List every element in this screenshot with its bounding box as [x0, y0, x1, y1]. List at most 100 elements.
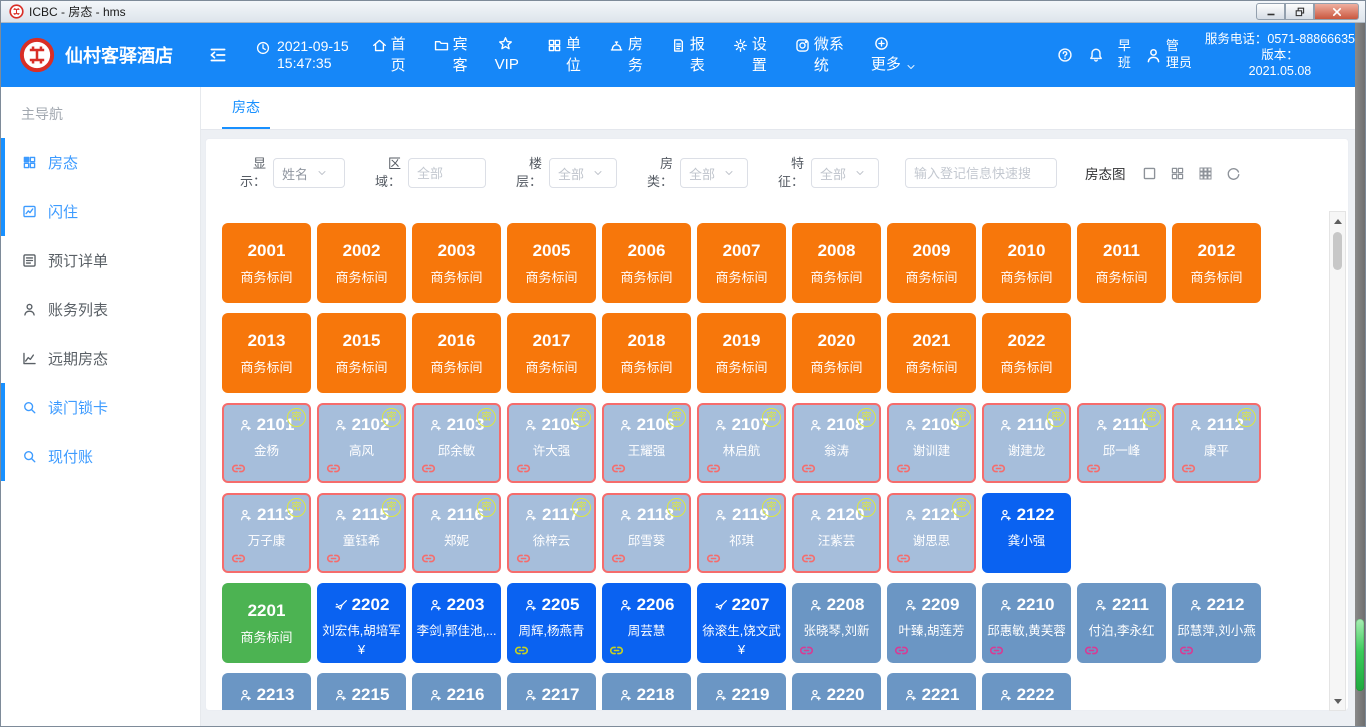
nav-item-housekeeping[interactable]: 房 务 — [608, 34, 643, 76]
room-tile-2020[interactable]: 2020 商务标间 — [792, 313, 881, 393]
room-tile-2209[interactable]: 2209 叶臻,胡莲芳 — [887, 583, 976, 663]
sidebar-item-room-status[interactable]: 房态 — [5, 138, 200, 187]
room-tile-2222[interactable]: 2222 — [982, 673, 1071, 710]
room-tile-2012[interactable]: 2012 商务标间 — [1172, 223, 1261, 303]
scrollbar-thumb[interactable] — [1333, 232, 1342, 270]
nav-item-settings[interactable]: 设 置 — [732, 34, 767, 76]
room-tile-2202[interactable]: 2202 刘宏伟,胡培军 ¥ — [317, 583, 406, 663]
room-tile-2220[interactable]: 2220 — [792, 673, 881, 710]
room-tile-2117[interactable]: 密 2117 徐梓云 — [507, 493, 596, 573]
room-tile-2221[interactable]: 2221 — [887, 673, 976, 710]
room-tile-2002[interactable]: 2002 商务标间 — [317, 223, 406, 303]
single-view-icon[interactable] — [1141, 165, 1158, 182]
room-tile-2103[interactable]: 密 2103 邱余敏 — [412, 403, 501, 483]
room-tile-2013[interactable]: 2013 商务标间 — [222, 313, 311, 393]
nav-item-more[interactable]: 更多 — [871, 34, 917, 76]
sidebar-item-read-lock-card[interactable]: 读门锁卡 — [5, 383, 200, 432]
room-tile-2019[interactable]: 2019 商务标间 — [697, 313, 786, 393]
room-tile-2217[interactable]: 2217 — [507, 673, 596, 710]
room-tile-2003[interactable]: 2003 商务标间 — [412, 223, 501, 303]
room-type-select[interactable]: 全部 — [680, 158, 748, 188]
room-tile-2205[interactable]: 2205 周辉,杨燕青 — [507, 583, 596, 663]
tab-room-status[interactable]: 房态 — [222, 87, 270, 129]
room-tile-2213[interactable]: 2213 — [222, 673, 311, 710]
room-tile-2018[interactable]: 2018 商务标间 — [602, 313, 691, 393]
room-tile-2016[interactable]: 2016 商务标间 — [412, 313, 501, 393]
refresh-icon[interactable] — [1225, 165, 1242, 182]
room-tile-2218[interactable]: 2218 — [602, 673, 691, 710]
room-tile-2107[interactable]: 密 2107 林启航 — [697, 403, 786, 483]
room-tile-2109[interactable]: 密 2109 谢训建 — [887, 403, 976, 483]
floor-select[interactable]: 全部 — [549, 158, 617, 188]
room-tile-2120[interactable]: 密 2120 汪紫芸 — [792, 493, 881, 573]
room-tile-2009[interactable]: 2009 商务标间 — [887, 223, 976, 303]
display-select[interactable]: 姓名 — [273, 158, 345, 188]
feature-select[interactable]: 全部 — [811, 158, 879, 188]
room-tile-2022[interactable]: 2022 商务标间 — [982, 313, 1071, 393]
sidebar-item-flash-stay[interactable]: 闪住 — [5, 187, 200, 236]
room-tile-2007[interactable]: 2007 商务标间 — [697, 223, 786, 303]
room-tile-2106[interactable]: 密 2106 王耀强 — [602, 403, 691, 483]
sidebar-item-booking-details[interactable]: 预订详单 — [5, 236, 200, 285]
room-tile-2113[interactable]: 密 2113 万子康 — [222, 493, 311, 573]
nav-item-home[interactable]: 首 页 — [371, 34, 406, 76]
close-button[interactable] — [1314, 3, 1359, 20]
room-tile-2108[interactable]: 密 2108 翁涛 — [792, 403, 881, 483]
room-tile-2118[interactable]: 密 2118 邱雪葵 — [602, 493, 691, 573]
room-tile-2005[interactable]: 2005 商务标间 — [507, 223, 596, 303]
help-icon[interactable] — [1056, 46, 1074, 64]
room-tile-2122[interactable]: 2122 龚小强 — [982, 493, 1071, 573]
room-tile-2216[interactable]: 2216 — [412, 673, 501, 710]
room-tile-2207[interactable]: 2207 徐滚生,饶文武 ¥ — [697, 583, 786, 663]
grid9-view-icon[interactable] — [1197, 165, 1214, 182]
nav-item-vip[interactable]: VIP — [495, 34, 519, 76]
room-tile-2116[interactable]: 密 2116 郑妮 — [412, 493, 501, 573]
room-tile-2212[interactable]: 2212 邱慧萍,刘小燕 — [1172, 583, 1261, 663]
room-tile-2211[interactable]: 2211 付泊,李永红 — [1077, 583, 1166, 663]
room-tile-2112[interactable]: 密 2112 康平 — [1172, 403, 1261, 483]
room-tile-2206[interactable]: 2206 周芸慧 — [602, 583, 691, 663]
scroll-down-arrow[interactable] — [1330, 694, 1345, 708]
collapse-menu-icon[interactable] — [207, 44, 229, 66]
window-scrollbar-thumb[interactable] — [1356, 619, 1364, 691]
room-tile-2215[interactable]: 2215 — [317, 673, 406, 710]
room-tile-2011[interactable]: 2011 商务标间 — [1077, 223, 1166, 303]
room-tile-2210[interactable]: 2210 邱惠敏,黄芙蓉 — [982, 583, 1071, 663]
restore-button[interactable] — [1285, 3, 1314, 20]
sidebar-item-account-list[interactable]: 账务列表 — [5, 285, 200, 334]
room-tile-2110[interactable]: 密 2110 谢建龙 — [982, 403, 1071, 483]
room-tile-2119[interactable]: 密 2119 祁琪 — [697, 493, 786, 573]
room-tile-2115[interactable]: 密 2115 童钰希 — [317, 493, 406, 573]
room-tile-2010[interactable]: 2010 商务标间 — [982, 223, 1071, 303]
room-tile-2203[interactable]: 2203 李剑,郭佳池,... — [412, 583, 501, 663]
scroll-up-arrow[interactable] — [1330, 214, 1345, 228]
room-tile-2201[interactable]: 2201 商务标间 — [222, 583, 311, 663]
room-tile-2101[interactable]: 密 2101 金杨 — [222, 403, 311, 483]
nav-item-units[interactable]: 单 位 — [546, 34, 581, 76]
quick-search-input[interactable] — [905, 158, 1057, 188]
floor-value: 全部 — [558, 166, 585, 182]
nav-item-mini-system[interactable]: 微系 统 — [794, 34, 844, 76]
room-tile-2121[interactable]: 密 2121 谢思思 — [887, 493, 976, 573]
room-tile-2208[interactable]: 2208 张晓琴,刘新 — [792, 583, 881, 663]
room-tile-2006[interactable]: 2006 商务标间 — [602, 223, 691, 303]
area-input[interactable] — [408, 158, 486, 188]
nav-item-guests[interactable]: 宾 客 — [433, 34, 468, 76]
user-menu[interactable]: 管 理员 — [1144, 38, 1192, 72]
guest-names: 林启航 — [722, 444, 761, 458]
nav-item-reports[interactable]: 报 表 — [670, 34, 705, 76]
grid4-view-icon[interactable] — [1169, 165, 1186, 182]
room-tile-2015[interactable]: 2015 商务标间 — [317, 313, 406, 393]
room-tile-2111[interactable]: 密 2111 邱一峰 — [1077, 403, 1166, 483]
sidebar-item-cash-account[interactable]: 现付账 — [5, 432, 200, 481]
room-tile-2017[interactable]: 2017 商务标间 — [507, 313, 596, 393]
room-tile-2219[interactable]: 2219 — [697, 673, 786, 710]
room-tile-2008[interactable]: 2008 商务标间 — [792, 223, 881, 303]
notification-bell-icon[interactable] — [1087, 46, 1105, 64]
room-tile-2105[interactable]: 密 2105 许大强 — [507, 403, 596, 483]
room-tile-2021[interactable]: 2021 商务标间 — [887, 313, 976, 393]
minimize-button[interactable] — [1256, 3, 1285, 20]
sidebar-item-future-status[interactable]: 远期房态 — [5, 334, 200, 383]
room-tile-2001[interactable]: 2001 商务标间 — [222, 223, 311, 303]
room-tile-2102[interactable]: 密 2102 高风 — [317, 403, 406, 483]
